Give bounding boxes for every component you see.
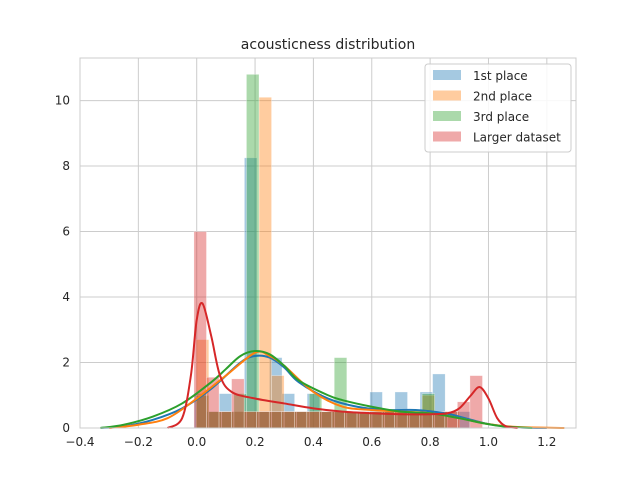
histogram-bar <box>268 411 283 429</box>
y-tick-label: 2 <box>62 356 70 370</box>
x-tick-label: 0.0 <box>187 435 206 449</box>
histogram-bar <box>243 411 257 429</box>
histogram-bar <box>319 411 333 429</box>
legend-label: 3rd place <box>473 110 529 124</box>
y-tick-label: 6 <box>62 225 70 239</box>
histogram-bar <box>231 378 245 429</box>
histogram-bar <box>294 411 308 429</box>
legend-label: Larger dataset <box>473 131 561 145</box>
legend-label: 1st place <box>473 69 528 83</box>
kde-line <box>100 350 533 429</box>
kde-lines <box>100 302 565 429</box>
histogram-bar <box>281 411 295 429</box>
x-tick-label: −0.2 <box>124 435 153 449</box>
x-tick-labels: −0.4 −0.2 0.0 0.2 0.4 0.6 0.8 1.0 1.2 <box>65 435 556 449</box>
axes-border <box>79 57 577 429</box>
histogram-bar <box>331 411 345 429</box>
x-tick-label: 0.8 <box>421 435 440 449</box>
legend-swatch <box>433 90 461 101</box>
histogram-bar <box>246 74 260 429</box>
legend-swatch <box>433 131 461 142</box>
histogram-bar <box>258 97 272 429</box>
histogram-bar <box>306 411 320 429</box>
grid <box>79 58 576 429</box>
axes-frame <box>79 57 577 429</box>
x-tick-label: 0.2 <box>246 435 265 449</box>
legend-label: 2nd place <box>473 90 532 104</box>
legend-swatch <box>433 111 461 121</box>
x-tick-label: 1.0 <box>479 435 498 449</box>
y-tick-label: 0 <box>62 421 70 435</box>
histogram-bar <box>457 401 471 429</box>
legend-swatch <box>433 70 461 80</box>
x-tick-label: 1.2 <box>537 435 556 449</box>
y-tick-label: 10 <box>55 94 70 108</box>
x-tick-label: 0.6 <box>362 435 381 449</box>
histogram-bar <box>218 411 232 429</box>
y-tick-labels: 0 2 4 6 8 10 <box>55 94 70 435</box>
y-tick-label: 4 <box>62 290 70 304</box>
chart-title: acousticness distribution <box>241 37 415 53</box>
legend-box <box>424 63 572 153</box>
x-tick-label: 0.4 <box>304 435 323 449</box>
legend: 1st place 2nd place 3rd place Larger datase… <box>424 63 572 153</box>
kde-line <box>166 302 518 429</box>
histogram-bar <box>256 411 270 429</box>
histogram-bar <box>344 411 358 429</box>
y-tick-label: 8 <box>62 159 70 173</box>
x-tick-label: −0.4 <box>65 435 94 449</box>
